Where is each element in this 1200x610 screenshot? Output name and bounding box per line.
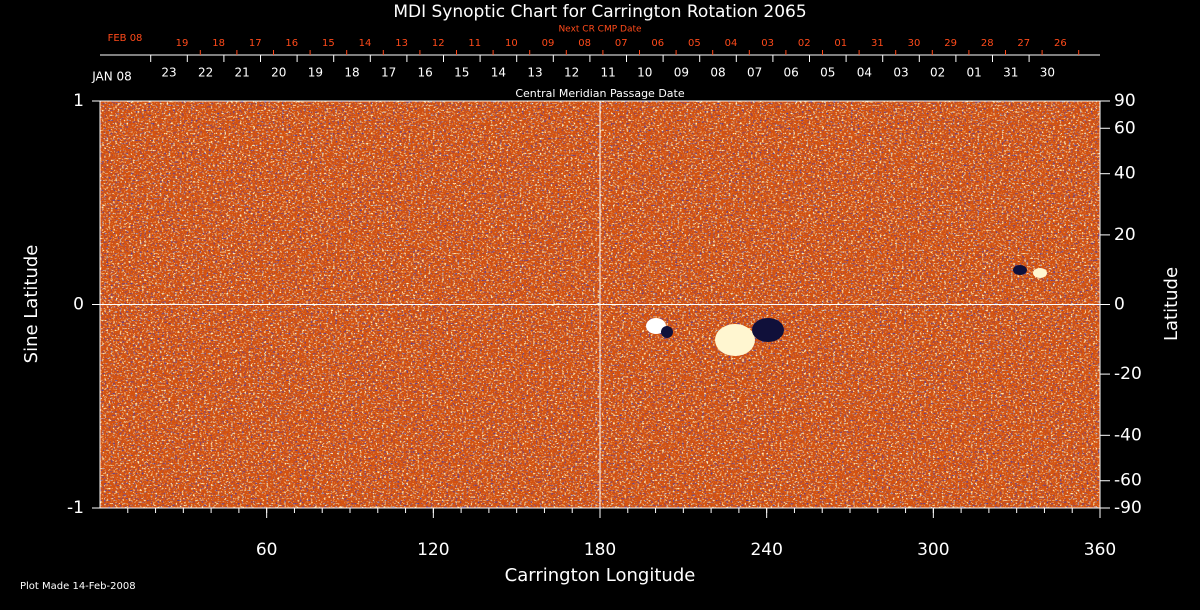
next-date-label: 29 [944,38,957,49]
x-tick-label: 240 [750,540,782,560]
date-label: 19 [308,66,323,80]
date-label: 01 [967,66,982,80]
next-date-label: 27 [1017,38,1030,49]
date-label: 13 [527,66,542,80]
y-tick-label: 0 [73,295,84,315]
active-region [646,265,1047,356]
next-date-label: 09 [542,38,555,49]
date-label: 23 [161,66,176,80]
y2-tick-label: -90 [1114,498,1142,518]
next-date-label: 26 [1054,38,1067,49]
next-axis-label: Next CR CMP Date [558,25,642,35]
date-label: 12 [564,66,579,80]
x-axis-label: Carrington Longitude [505,565,696,586]
y2-tick-label: 90 [1114,91,1136,111]
date-label: 14 [491,66,506,80]
y-tick-label: 1 [73,91,84,111]
next-date-label: 17 [249,38,262,49]
y-axis-label: Sine Latitude [21,245,42,364]
next-date-label: 16 [285,38,298,49]
next-date-label: 14 [359,38,372,49]
date-label: 21 [235,66,250,80]
date-label: 31 [1003,66,1018,80]
date-label: 02 [930,66,945,80]
next-date-label: 12 [432,38,445,49]
next-date-label: 08 [578,38,591,49]
next-axis-month: FEB 08 [108,33,143,44]
date-label: 07 [747,66,762,80]
next-date-label: 10 [505,38,518,49]
next-date-label: 30 [908,38,921,49]
date-label: 15 [454,66,469,80]
date-label: 16 [418,66,433,80]
top-axis-month: JAN 08 [91,70,132,84]
y2-tick-label: 20 [1114,225,1136,245]
date-label: 09 [674,66,689,80]
next-date-label: 02 [798,38,811,49]
next-date-label: 18 [212,38,225,49]
next-date-label: 05 [688,38,701,49]
y2-tick-label: -20 [1114,364,1142,384]
next-date-label: 13 [395,38,408,49]
x-tick-label: 300 [917,540,949,560]
date-label: 20 [271,66,286,80]
next-date-label: 03 [761,38,774,49]
next-date-label: 31 [871,38,884,49]
chart-title: MDI Synoptic Chart for Carrington Rotati… [393,2,806,22]
date-label: 22 [198,66,213,80]
date-label: 17 [381,66,396,80]
x-tick-label: 180 [584,540,616,560]
y2-tick-label: 0 [1114,295,1125,315]
date-label: 05 [820,66,835,80]
next-date-label: 19 [176,38,189,49]
y2-axis-label: Latitude [1161,267,1182,341]
next-date-label: 15 [322,38,335,49]
next-date-label: 07 [615,38,628,49]
footer: Plot Made 14-Feb-2008 [20,581,136,592]
date-label: 30 [1040,66,1055,80]
y2-tick-label: 40 [1114,164,1136,184]
date-label: 11 [601,66,616,80]
date-label: 10 [637,66,652,80]
x-tick-label: 360 [1084,540,1116,560]
y2-tick-label: 60 [1114,118,1136,138]
next-date-label: 06 [651,38,664,49]
date-label: 04 [857,66,872,80]
next-date-label: 04 [725,38,738,49]
x-tick-label: 60 [256,540,278,560]
next-date-label: 28 [981,38,994,49]
next-date-label: 01 [834,38,847,49]
top-axis-label: Central Meridian Passage Date [515,87,684,100]
date-label: 06 [784,66,799,80]
next-date-label: 11 [468,38,481,49]
y2-tick-label: -40 [1114,425,1142,445]
x-tick-label: 120 [417,540,449,560]
y2-tick-label: -60 [1114,471,1142,491]
y-tick-label: -1 [67,498,84,518]
date-label: 18 [344,66,359,80]
date-label: 08 [710,66,725,80]
date-label: 03 [893,66,908,80]
